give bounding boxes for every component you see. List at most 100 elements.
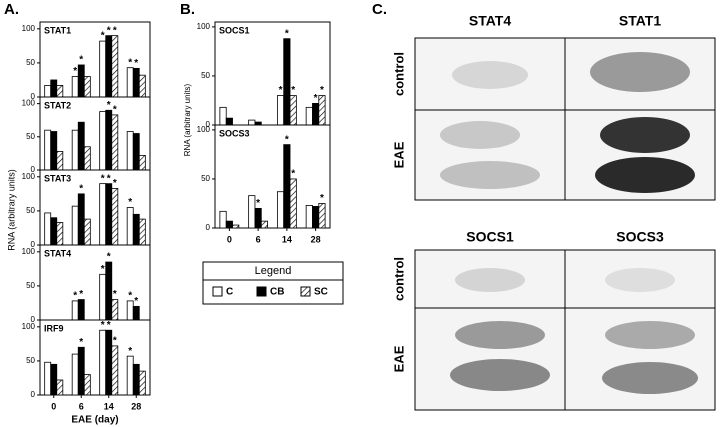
y-tick-label: 50 xyxy=(26,356,35,365)
bar xyxy=(83,76,91,98)
y-tick-label: 100 xyxy=(22,322,36,331)
significance-mark: * xyxy=(279,85,283,96)
significance-mark: * xyxy=(107,25,111,36)
y-tick-label: 100 xyxy=(197,22,211,31)
y-axis-label: RNA (arbitrary units) xyxy=(6,169,16,251)
bar xyxy=(276,95,285,126)
plot-frame xyxy=(39,319,151,396)
y-tick-label: 0 xyxy=(206,120,211,129)
y-axis-label: RNA (arbitrary units) xyxy=(183,83,192,156)
y-tick-label: 100 xyxy=(22,24,36,33)
significance-mark: * xyxy=(320,85,324,96)
bar xyxy=(44,85,52,98)
bar xyxy=(105,183,113,246)
y-tick-label: 0 xyxy=(206,223,211,232)
chart-title: IRF9 xyxy=(44,323,64,333)
bar xyxy=(44,361,52,396)
bar xyxy=(77,121,85,171)
significance-mark: * xyxy=(113,336,117,347)
bar xyxy=(99,111,107,171)
bar xyxy=(105,329,113,396)
significance-mark: * xyxy=(113,178,117,189)
x-tick-label: 28 xyxy=(311,234,321,244)
significance-mark: * xyxy=(107,100,111,111)
panel-label: B. xyxy=(180,1,195,18)
significance-mark: * xyxy=(128,346,132,357)
significance-mark: * xyxy=(134,296,138,307)
bar xyxy=(111,188,119,246)
bar xyxy=(71,129,79,171)
significance-mark: * xyxy=(314,93,318,104)
chart-title: STAT3 xyxy=(44,173,71,183)
significance-mark: * xyxy=(285,28,289,39)
bar xyxy=(111,114,119,171)
significance-mark: * xyxy=(101,31,105,42)
significance-mark: * xyxy=(256,198,260,209)
bar xyxy=(126,207,134,246)
bar xyxy=(71,205,79,246)
bar xyxy=(50,79,58,98)
bar xyxy=(219,210,227,229)
bar xyxy=(77,193,85,246)
bar xyxy=(126,355,134,396)
bar xyxy=(132,213,140,246)
image-header: SOCS1 xyxy=(466,229,514,245)
bar xyxy=(50,363,58,396)
bar xyxy=(126,67,134,98)
bar xyxy=(138,74,146,98)
significance-mark: * xyxy=(107,320,111,331)
x-tick-label: 6 xyxy=(256,234,261,244)
bar xyxy=(105,109,113,171)
bar xyxy=(318,95,326,126)
bar xyxy=(312,103,320,126)
significance-mark: * xyxy=(113,289,117,300)
significance-mark: * xyxy=(113,25,117,36)
y-tick-label: 0 xyxy=(31,390,36,399)
bar xyxy=(318,203,326,229)
bar xyxy=(305,106,313,126)
y-tick-label: 50 xyxy=(26,206,35,215)
bar xyxy=(289,95,297,126)
y-tick-label: 0 xyxy=(31,240,36,249)
significance-mark: * xyxy=(320,193,324,204)
bar xyxy=(56,222,64,246)
significance-mark: * xyxy=(134,58,138,69)
legend-label: SC xyxy=(314,287,328,298)
bar xyxy=(225,117,233,126)
bar xyxy=(99,40,107,98)
legend-swatch xyxy=(300,286,311,297)
y-tick-label: 50 xyxy=(201,71,210,80)
image-panel xyxy=(414,37,716,411)
legend-swatch xyxy=(256,286,267,297)
row-label: control xyxy=(391,257,406,301)
chart-title: STAT1 xyxy=(44,25,71,35)
bar xyxy=(111,345,119,396)
x-axis-label: EAE (day) xyxy=(71,415,118,426)
bar xyxy=(248,119,256,126)
significance-mark: * xyxy=(73,291,77,302)
y-tick-label: 100 xyxy=(22,99,36,108)
bar xyxy=(77,299,85,321)
x-tick-label: 14 xyxy=(282,234,292,244)
y-tick-label: 100 xyxy=(197,125,211,134)
row-label: EAE xyxy=(391,345,406,372)
chart-title: STAT4 xyxy=(44,248,71,258)
bar xyxy=(77,64,85,98)
bar xyxy=(83,374,91,396)
significance-mark: * xyxy=(107,173,111,184)
bar xyxy=(99,183,107,246)
chart-title: SOCS3 xyxy=(219,128,250,138)
bar xyxy=(219,106,227,126)
significance-mark: * xyxy=(79,55,83,66)
bar xyxy=(232,224,240,229)
bar xyxy=(248,195,256,229)
bar xyxy=(138,154,146,171)
significance-mark: * xyxy=(107,252,111,263)
bar xyxy=(283,38,291,126)
tissue-sections xyxy=(440,52,698,394)
bar xyxy=(138,370,146,396)
bar xyxy=(83,218,91,246)
bar xyxy=(111,299,119,321)
significance-mark: * xyxy=(128,57,132,68)
